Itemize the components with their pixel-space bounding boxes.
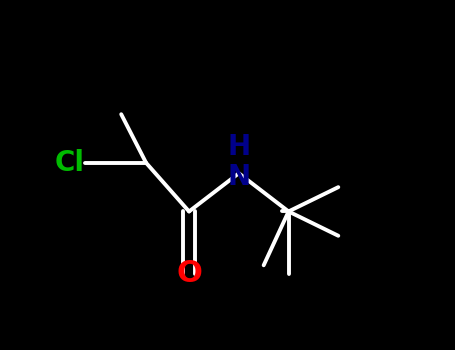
Text: Cl: Cl bbox=[55, 149, 85, 177]
Text: N: N bbox=[227, 163, 250, 191]
Text: O: O bbox=[176, 259, 202, 288]
Text: H: H bbox=[227, 133, 250, 161]
